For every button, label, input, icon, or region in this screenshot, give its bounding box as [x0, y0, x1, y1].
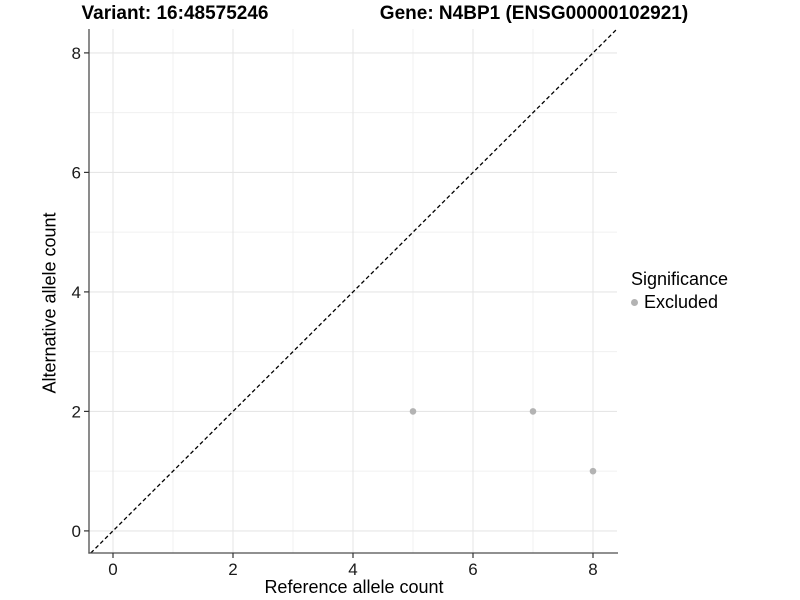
x-axis-label: Reference allele count — [264, 577, 444, 597]
identity-line — [90, 28, 618, 554]
x-tick-label: 6 — [468, 560, 477, 579]
y-tick-label: 2 — [72, 402, 81, 421]
legend-item-label: Excluded — [644, 292, 719, 312]
legend: Significance Excluded — [631, 269, 728, 313]
plot-title-gene: Gene: N4BP1 (ENSG00000102921) — [379, 3, 689, 24]
legend-title: Significance — [631, 269, 729, 289]
x-tick-label: 0 — [108, 560, 117, 579]
x-tick-label: 4 — [348, 560, 357, 579]
x-tick-label: 2 — [228, 560, 237, 579]
legend-item-excluded: Excluded — [631, 292, 728, 313]
data-point — [409, 408, 417, 415]
data-point — [529, 408, 537, 415]
legend-point-icon — [631, 299, 638, 306]
y-tick-label: 8 — [72, 44, 81, 63]
y-tick-label: 4 — [72, 283, 81, 302]
y-tick-label: 6 — [72, 163, 81, 182]
y-tick-label: 0 — [72, 522, 81, 541]
plot-title-variant: Variant: 16:48575246 — [81, 3, 269, 24]
y-axis-label: Alternative allele count — [39, 212, 60, 394]
data-point — [589, 467, 597, 475]
x-tick-label: 8 — [588, 560, 597, 579]
